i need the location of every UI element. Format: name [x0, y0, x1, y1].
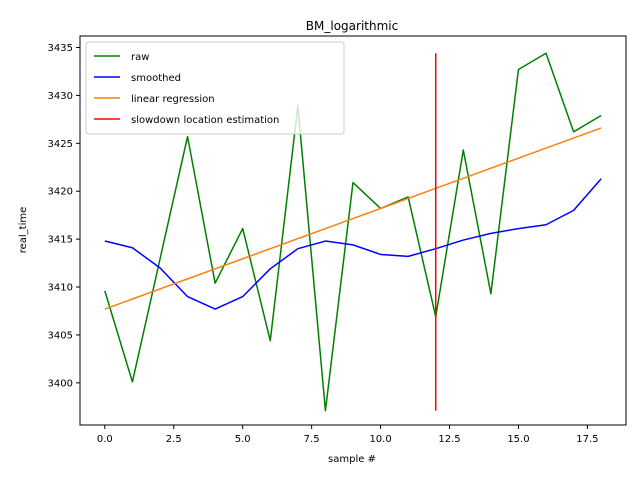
y-axis-label: real_time — [18, 207, 29, 254]
x-tick-label: 12.5 — [438, 434, 460, 445]
x-axis: 0.0 2.5 5.0 7.5 10.0 12.5 15.0 17.5 — [97, 425, 599, 445]
x-tick-label: 17.5 — [576, 434, 598, 445]
series-line-smoothed — [104, 178, 602, 310]
x-tick-label: 7.5 — [304, 434, 320, 445]
y-tick-label: 3415 — [48, 235, 73, 246]
x-tick-label: 5.0 — [235, 434, 251, 445]
legend-label-raw: raw — [131, 52, 149, 63]
x-axis-label: sample # — [328, 454, 376, 465]
y-axis: 3400 3405 3410 3415 3420 3425 3430 3435 — [48, 43, 80, 389]
legend-label-smoothed: smoothed — [131, 73, 181, 84]
chart-title: BM_logarithmic — [306, 19, 398, 33]
y-tick-label: 3400 — [48, 378, 73, 389]
x-tick-label: 0.0 — [97, 434, 113, 445]
x-tick-label: 2.5 — [166, 434, 182, 445]
series-line-raw — [104, 52, 602, 412]
legend-label-slowdown-location-estimation: slowdown location estimation — [131, 115, 279, 126]
y-tick-label: 3425 — [48, 139, 73, 150]
y-tick-label: 3430 — [48, 91, 73, 102]
y-tick-label: 3410 — [48, 283, 73, 294]
y-tick-label: 3405 — [48, 330, 73, 341]
x-tick-label: 10.0 — [369, 434, 391, 445]
series-line-linear-regression — [104, 127, 602, 310]
plot-area — [104, 52, 602, 412]
legend-box — [85, 41, 345, 135]
legend: raw smoothed linear regression slowdown loc… — [85, 41, 345, 135]
legend-label-linear-regression: linear regression — [131, 94, 215, 105]
y-tick-label: 3435 — [48, 43, 73, 54]
plot-frame — [79, 35, 627, 426]
y-tick-label: 3420 — [48, 187, 73, 198]
x-tick-label: 15.0 — [507, 434, 529, 445]
